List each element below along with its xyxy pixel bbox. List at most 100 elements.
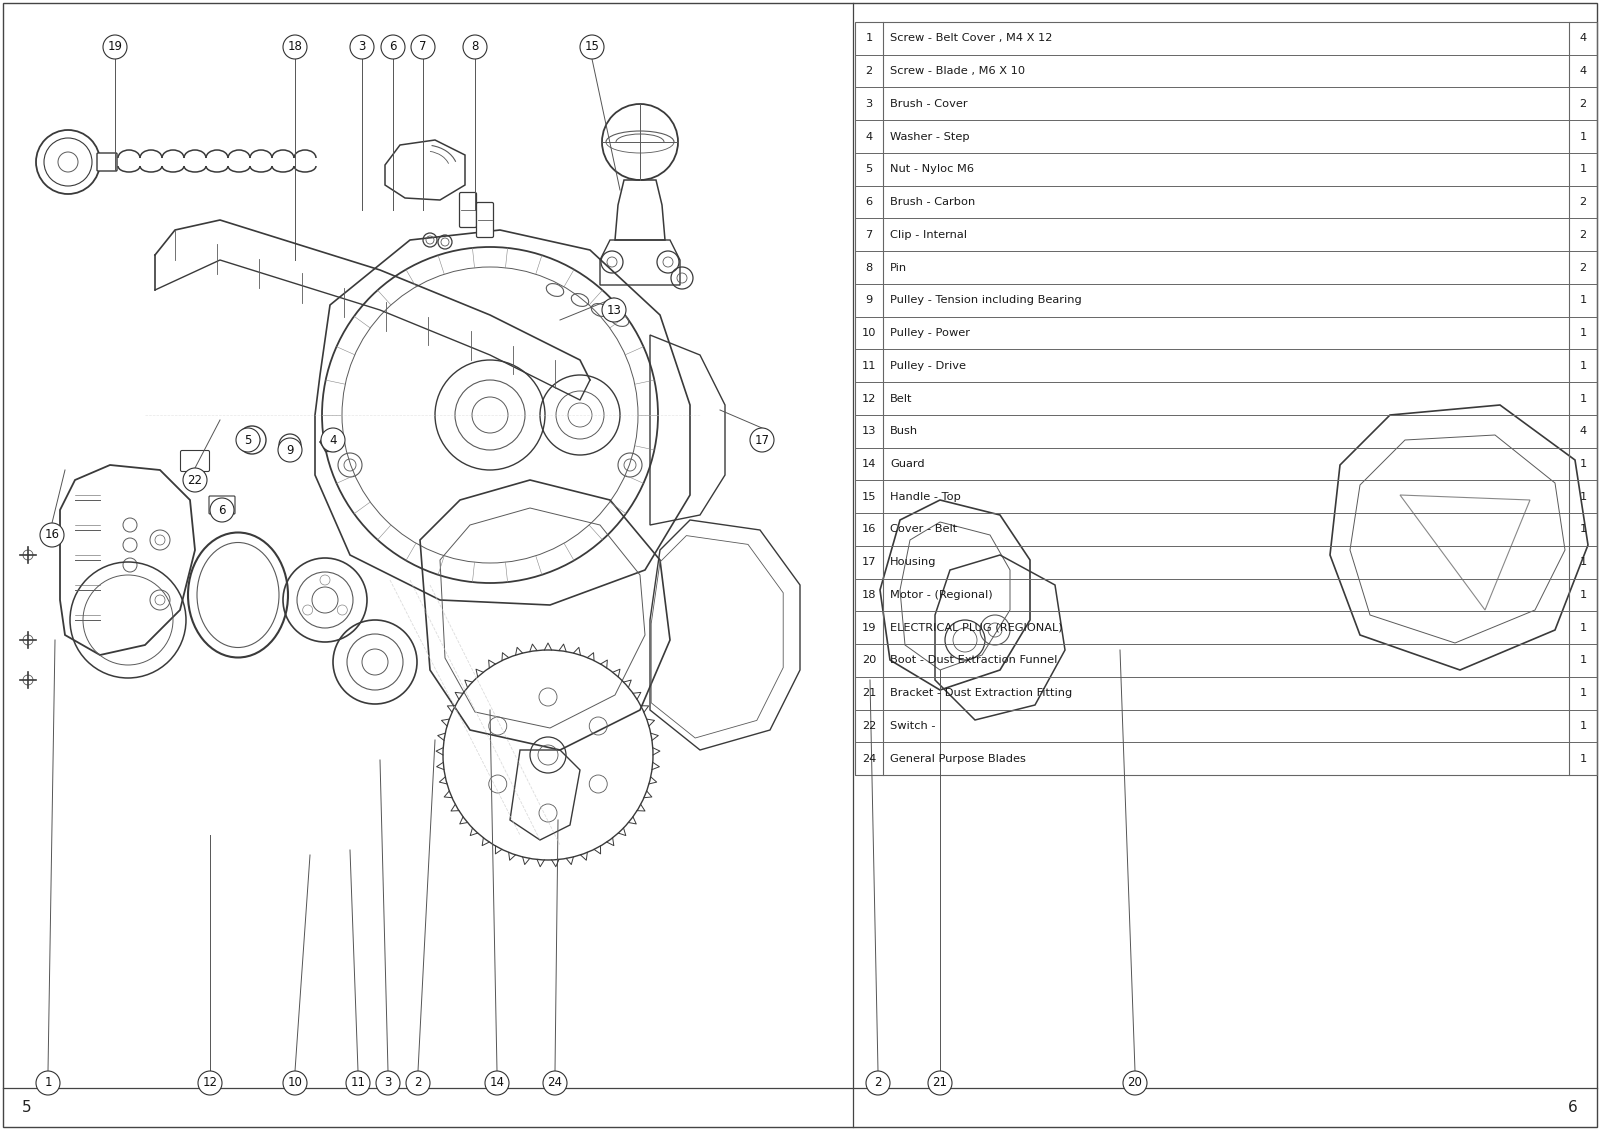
Text: 2: 2 bbox=[1579, 197, 1587, 207]
Circle shape bbox=[376, 1071, 400, 1095]
Text: 4: 4 bbox=[1579, 34, 1587, 43]
Text: 7: 7 bbox=[419, 41, 427, 53]
Text: Screw - Belt Cover , M4 X 12: Screw - Belt Cover , M4 X 12 bbox=[890, 34, 1053, 43]
Text: Housing: Housing bbox=[890, 557, 936, 567]
Text: 1: 1 bbox=[45, 1077, 51, 1089]
Text: 8: 8 bbox=[866, 262, 872, 272]
Text: Pulley - Drive: Pulley - Drive bbox=[890, 360, 966, 371]
Text: 10: 10 bbox=[862, 328, 877, 338]
Text: 20: 20 bbox=[1128, 1077, 1142, 1089]
Text: Pulley - Tension including Bearing: Pulley - Tension including Bearing bbox=[890, 295, 1082, 305]
Text: Brush - Cover: Brush - Cover bbox=[890, 98, 968, 108]
Text: 12: 12 bbox=[862, 393, 877, 403]
Circle shape bbox=[411, 35, 435, 59]
Circle shape bbox=[1123, 1071, 1147, 1095]
Circle shape bbox=[750, 428, 774, 452]
Text: 10: 10 bbox=[288, 1077, 302, 1089]
Circle shape bbox=[40, 523, 64, 547]
Text: 1: 1 bbox=[1579, 557, 1587, 567]
Text: 5: 5 bbox=[245, 434, 251, 446]
Text: 1: 1 bbox=[1579, 164, 1587, 174]
Text: Clip - Internal: Clip - Internal bbox=[890, 229, 966, 240]
Text: 5: 5 bbox=[22, 1101, 32, 1115]
Circle shape bbox=[237, 428, 259, 452]
Text: 24: 24 bbox=[862, 754, 877, 764]
Text: 24: 24 bbox=[547, 1077, 563, 1089]
Circle shape bbox=[406, 1071, 430, 1095]
Text: Screw - Blade , M6 X 10: Screw - Blade , M6 X 10 bbox=[890, 67, 1026, 76]
Text: 1: 1 bbox=[1579, 590, 1587, 600]
FancyBboxPatch shape bbox=[98, 153, 117, 171]
Text: 14: 14 bbox=[862, 459, 877, 469]
Text: 2: 2 bbox=[1579, 262, 1587, 272]
Text: 6: 6 bbox=[1568, 1101, 1578, 1115]
Circle shape bbox=[485, 1071, 509, 1095]
Circle shape bbox=[579, 35, 605, 59]
Text: 1: 1 bbox=[1579, 328, 1587, 338]
Text: Pin: Pin bbox=[890, 262, 907, 272]
Text: 16: 16 bbox=[45, 529, 59, 541]
Text: 6: 6 bbox=[218, 504, 226, 516]
Text: 2: 2 bbox=[1579, 98, 1587, 108]
Text: Boot - Dust Extraction Funnel: Boot - Dust Extraction Funnel bbox=[890, 655, 1058, 666]
Text: 4: 4 bbox=[330, 434, 336, 446]
FancyBboxPatch shape bbox=[459, 192, 477, 227]
Text: 9: 9 bbox=[866, 295, 872, 305]
Text: 2: 2 bbox=[414, 1077, 422, 1089]
Text: 22: 22 bbox=[862, 721, 877, 731]
Circle shape bbox=[278, 438, 302, 462]
Bar bbox=[854, 21, 1597, 775]
Text: 18: 18 bbox=[862, 590, 877, 600]
Text: 3: 3 bbox=[866, 98, 872, 108]
FancyBboxPatch shape bbox=[181, 451, 210, 471]
Circle shape bbox=[381, 35, 405, 59]
Text: 6: 6 bbox=[389, 41, 397, 53]
Text: 6: 6 bbox=[866, 197, 872, 207]
Text: Bush: Bush bbox=[890, 426, 918, 436]
Text: 1: 1 bbox=[1579, 459, 1587, 469]
Text: 4: 4 bbox=[1579, 426, 1587, 436]
Circle shape bbox=[542, 1071, 566, 1095]
Text: 1: 1 bbox=[1579, 688, 1587, 698]
Text: 8: 8 bbox=[472, 41, 478, 53]
Circle shape bbox=[283, 35, 307, 59]
Text: Brush - Carbon: Brush - Carbon bbox=[890, 197, 976, 207]
Text: 1: 1 bbox=[1579, 754, 1587, 764]
Circle shape bbox=[322, 428, 346, 452]
Text: 4: 4 bbox=[866, 131, 872, 141]
Circle shape bbox=[350, 35, 374, 59]
FancyBboxPatch shape bbox=[477, 202, 493, 237]
Text: 21: 21 bbox=[933, 1077, 947, 1089]
FancyBboxPatch shape bbox=[210, 496, 235, 514]
Circle shape bbox=[866, 1071, 890, 1095]
Text: 1: 1 bbox=[1579, 655, 1587, 666]
Text: 1: 1 bbox=[1579, 131, 1587, 141]
Text: 2: 2 bbox=[874, 1077, 882, 1089]
Text: 2: 2 bbox=[866, 67, 872, 76]
Text: 11: 11 bbox=[350, 1077, 365, 1089]
Text: 19: 19 bbox=[107, 41, 123, 53]
Text: Belt: Belt bbox=[890, 393, 912, 403]
Circle shape bbox=[346, 1071, 370, 1095]
Text: 7: 7 bbox=[866, 229, 872, 240]
Circle shape bbox=[928, 1071, 952, 1095]
Text: 14: 14 bbox=[490, 1077, 504, 1089]
Text: Pulley - Power: Pulley - Power bbox=[890, 328, 970, 338]
Text: 4: 4 bbox=[1579, 67, 1587, 76]
Text: 9: 9 bbox=[286, 443, 294, 457]
Circle shape bbox=[198, 1071, 222, 1095]
Text: Washer - Step: Washer - Step bbox=[890, 131, 970, 141]
Text: 1: 1 bbox=[1579, 492, 1587, 502]
Text: General Purpose Blades: General Purpose Blades bbox=[890, 754, 1026, 764]
Text: Nut - Nyloc M6: Nut - Nyloc M6 bbox=[890, 164, 974, 174]
Text: 3: 3 bbox=[384, 1077, 392, 1089]
Text: 1: 1 bbox=[866, 34, 872, 43]
Text: 1: 1 bbox=[1579, 393, 1587, 403]
Text: 17: 17 bbox=[862, 557, 877, 567]
Text: 12: 12 bbox=[203, 1077, 218, 1089]
Text: 17: 17 bbox=[755, 434, 770, 446]
Circle shape bbox=[602, 298, 626, 322]
Text: 2: 2 bbox=[1579, 229, 1587, 240]
Circle shape bbox=[35, 1071, 61, 1095]
Text: Bracket - Dust Extraction Fitting: Bracket - Dust Extraction Fitting bbox=[890, 688, 1072, 698]
